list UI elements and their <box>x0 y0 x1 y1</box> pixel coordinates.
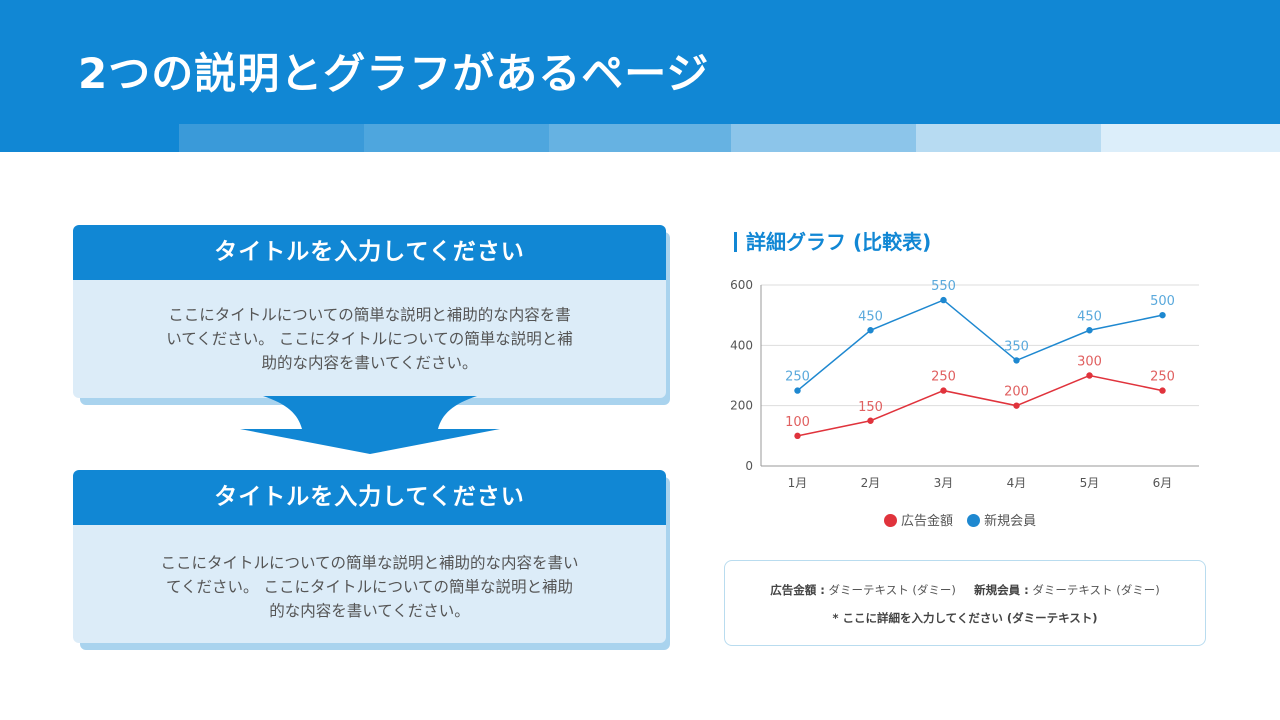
data-point-1 <box>794 432 801 440</box>
data-label-1: 250 <box>1150 370 1175 385</box>
x-tick-label: 1月 <box>788 476 808 490</box>
data-label-1: 300 <box>1077 355 1102 370</box>
series-line-1 <box>797 374 1163 437</box>
data-point-2 <box>867 327 874 334</box>
x-tick-label: 2月 <box>861 476 881 490</box>
series-line-2 <box>797 299 1163 392</box>
card-2-body: ここにタイトルについての簡単な説明と補助的な内容を書い てください。 ここにタイ… <box>73 525 666 643</box>
legend-blue-dot-icon <box>967 514 981 527</box>
header-stripe-segment <box>1101 124 1280 152</box>
data-label-2: 550 <box>931 279 956 294</box>
header-stripe-segment <box>0 124 179 152</box>
down-arrow-icon <box>240 396 500 454</box>
card-2-body-line: ここにタイトルについての簡単な説明と補助的な内容を書い <box>160 554 579 572</box>
card-2-body-line: 的な内容を書いてください。 <box>269 602 470 620</box>
data-label-1: 250 <box>931 370 956 385</box>
note-detail: * ここに詳細を入力してください (ダミーテキスト) <box>832 611 1098 625</box>
x-tick-label: 3月 <box>934 476 954 490</box>
data-point-1 <box>867 417 874 424</box>
data-point-2 <box>1013 357 1020 364</box>
legend-red-dot-icon <box>884 514 897 527</box>
note-text-new-members: ダミーテキスト (ダミー) <box>1028 583 1160 597</box>
data-point-1 <box>1159 387 1166 394</box>
title-accent-bar <box>734 232 737 252</box>
data-point-2 <box>940 296 947 304</box>
card-1-body-line: 助的な内容を書いてください。 <box>261 354 478 372</box>
legend-label-new-members: 新規会員 <box>984 514 1037 529</box>
data-point-1 <box>940 387 947 394</box>
data-label-2: 450 <box>1077 309 1102 324</box>
data-point-2 <box>1086 327 1093 334</box>
y-tick-label: 200 <box>730 399 753 413</box>
line-chart: 0 200 400 600 1月 2月 3月 4月 5月 6月 100 150 250 200 300 250… <box>730 278 1199 490</box>
data-point-1 <box>1086 372 1093 379</box>
data-label-2: 450 <box>858 309 883 324</box>
header-stripe-segment <box>179 124 364 152</box>
legend-item-ad-amount: 広告金額 <box>884 510 953 529</box>
x-tick-label: 5月 <box>1080 476 1100 490</box>
note-label-ad-amount: 広告金額 : <box>770 583 825 597</box>
y-tick-label: 0 <box>745 459 753 473</box>
data-label-2: 500 <box>1150 294 1175 309</box>
data-point-1 <box>1013 402 1020 409</box>
header-stripe-segment <box>549 124 731 152</box>
description-card-1: タイトルを入力してください ここにタイトルについての簡単な説明と補助的な内容を書… <box>73 225 666 398</box>
note-label-new-members: 新規会員 : <box>974 583 1029 597</box>
chart-title: 詳細グラフ (比較表) <box>734 226 931 255</box>
card-1-body-line: いてください。 ここにタイトルについての簡単な説明と補 <box>166 330 573 348</box>
note-line-1: 広告金額 : ダミーテキスト (ダミー) 新規会員 : ダミーテキスト (ダミー… <box>725 582 1205 598</box>
x-tick-label: 6月 <box>1153 476 1173 490</box>
y-tick-label: 400 <box>730 338 753 352</box>
note-text-ad-amount: ダミーテキスト (ダミー) <box>824 583 956 597</box>
chart-title-text: 詳細グラフ (比較表) <box>746 230 932 254</box>
legend-item-new-members: 新規会員 <box>967 510 1036 529</box>
legend-label-ad-amount: 広告金額 <box>901 514 954 529</box>
y-tick-label: 600 <box>730 278 753 292</box>
data-point-2 <box>1159 311 1166 319</box>
page-title: 2つの説明とグラフがあるページ <box>78 49 710 98</box>
card-1-title: タイトルを入力してください <box>73 225 666 280</box>
data-point-2 <box>794 387 801 394</box>
header-stripe-segment <box>364 124 549 152</box>
header-stripe-segment <box>731 124 916 152</box>
data-label-1: 150 <box>858 400 883 415</box>
card-1-body: ここにタイトルについての簡単な説明と補助的な内容を書 いてください。 ここにタイ… <box>73 280 666 398</box>
x-tick-label: 4月 <box>1007 476 1027 490</box>
data-label-1: 200 <box>1004 385 1029 400</box>
card-2-body-line: てください。 ここにタイトルについての簡単な説明と補助 <box>166 578 573 596</box>
data-label-2: 350 <box>1004 339 1029 354</box>
data-label-1: 100 <box>785 415 810 430</box>
data-label-2: 250 <box>785 370 810 385</box>
chart-note-box: 広告金額 : ダミーテキスト (ダミー) 新規会員 : ダミーテキスト (ダミー… <box>724 560 1206 646</box>
chart-legend: 広告金額 新規会員 <box>884 510 1046 529</box>
header-stripe-segment <box>916 124 1101 152</box>
card-1-body-line: ここにタイトルについての簡単な説明と補助的な内容を書 <box>168 306 571 324</box>
header-band <box>0 0 1280 124</box>
description-card-2: タイトルを入力してください ここにタイトルについての簡単な説明と補助的な内容を書… <box>73 470 666 643</box>
card-2-title: タイトルを入力してください <box>73 470 666 525</box>
